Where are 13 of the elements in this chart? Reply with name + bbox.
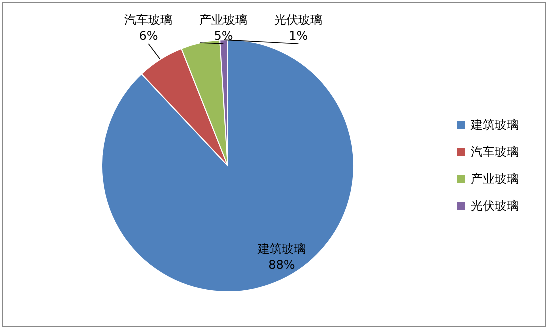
- slice-label: 汽车玻璃: [124, 13, 173, 27]
- data-label: 1%: [289, 29, 308, 43]
- data-label: 88%: [268, 258, 296, 272]
- data-label: 5%: [214, 29, 234, 43]
- pie-slice: [102, 40, 354, 292]
- legend-label: 光伏玻璃: [471, 199, 519, 213]
- legend-label: 建筑玻璃: [470, 118, 519, 132]
- data-label: 6%: [139, 29, 158, 43]
- slice-label: 光伏玻璃: [274, 13, 323, 27]
- legend-label: 产业玻璃: [471, 172, 519, 186]
- slice-label: 建筑玻璃: [256, 242, 306, 256]
- legend-label: 汽车玻璃: [471, 145, 519, 159]
- slice-label: 产业玻璃: [200, 13, 248, 27]
